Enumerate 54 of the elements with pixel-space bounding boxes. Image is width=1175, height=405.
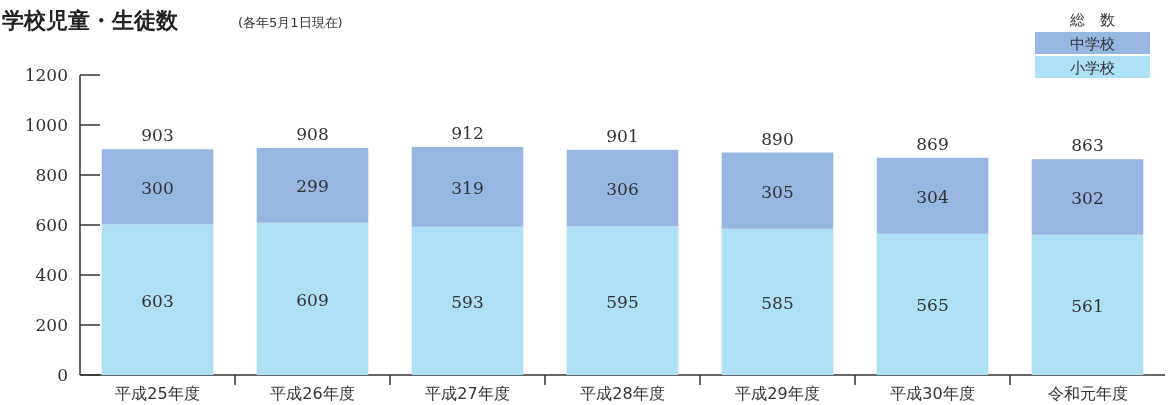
y-tick-label: 200 bbox=[35, 315, 68, 335]
data-label: 299 bbox=[296, 176, 329, 197]
bar bbox=[411, 147, 524, 227]
y-tick-label: 800 bbox=[35, 165, 68, 185]
data-label: 593 bbox=[451, 291, 484, 312]
bar bbox=[101, 149, 214, 225]
y-tick-label: 1200 bbox=[24, 65, 68, 85]
data-label: 319 bbox=[451, 177, 484, 198]
x-tick-label: 平成25年度 bbox=[115, 384, 200, 403]
bar bbox=[1031, 234, 1144, 375]
bar bbox=[876, 233, 989, 375]
total-label: 903 bbox=[141, 125, 174, 146]
total-label: 912 bbox=[451, 123, 484, 143]
data-label: 304 bbox=[916, 186, 949, 207]
total-label: 908 bbox=[296, 124, 329, 144]
total-label: 869 bbox=[916, 133, 949, 154]
bar bbox=[566, 149, 679, 227]
x-tick-label: 令和元年度 bbox=[1047, 384, 1128, 403]
data-label: 302 bbox=[1071, 188, 1104, 208]
total-label: 890 bbox=[761, 128, 794, 149]
y-tick-label: 400 bbox=[35, 265, 68, 285]
data-label: 561 bbox=[1071, 295, 1104, 316]
data-label: 306 bbox=[606, 179, 639, 199]
data-label: 300 bbox=[141, 177, 174, 198]
bar bbox=[1031, 159, 1144, 235]
chart-subtitle: (各年5月1日現在) bbox=[238, 15, 343, 30]
total-label: 863 bbox=[1071, 135, 1104, 156]
bar bbox=[721, 228, 834, 375]
x-tick-label: 平成29年度 bbox=[735, 384, 820, 403]
data-label: 603 bbox=[141, 290, 174, 311]
x-tick-label: 平成30年度 bbox=[890, 384, 975, 403]
bar bbox=[411, 226, 524, 375]
data-label: 585 bbox=[761, 292, 794, 313]
x-tick-label: 平成27年度 bbox=[425, 384, 510, 403]
legend-title: 総 数 bbox=[1069, 11, 1115, 29]
text: 小学校 bbox=[1070, 59, 1115, 77]
bar bbox=[721, 152, 834, 229]
bar bbox=[566, 226, 679, 375]
y-tick-label: 0 bbox=[57, 365, 68, 385]
total-label: 901 bbox=[606, 125, 639, 146]
data-label: 565 bbox=[916, 295, 949, 316]
data-label: 305 bbox=[761, 181, 794, 202]
bar bbox=[256, 222, 369, 375]
bar bbox=[101, 224, 214, 375]
x-tick-label: 平成28年度 bbox=[580, 384, 665, 403]
y-tick-label: 600 bbox=[35, 215, 68, 235]
bar bbox=[256, 148, 369, 223]
data-label: 595 bbox=[606, 291, 639, 312]
chart-title: 学校児童・生徒数 bbox=[2, 8, 179, 33]
bar bbox=[876, 157, 989, 234]
text: 中学校 bbox=[1070, 35, 1115, 53]
y-tick-label: 1000 bbox=[24, 115, 68, 135]
data-label: 609 bbox=[296, 289, 329, 310]
x-tick-label: 平成26年度 bbox=[270, 384, 355, 403]
